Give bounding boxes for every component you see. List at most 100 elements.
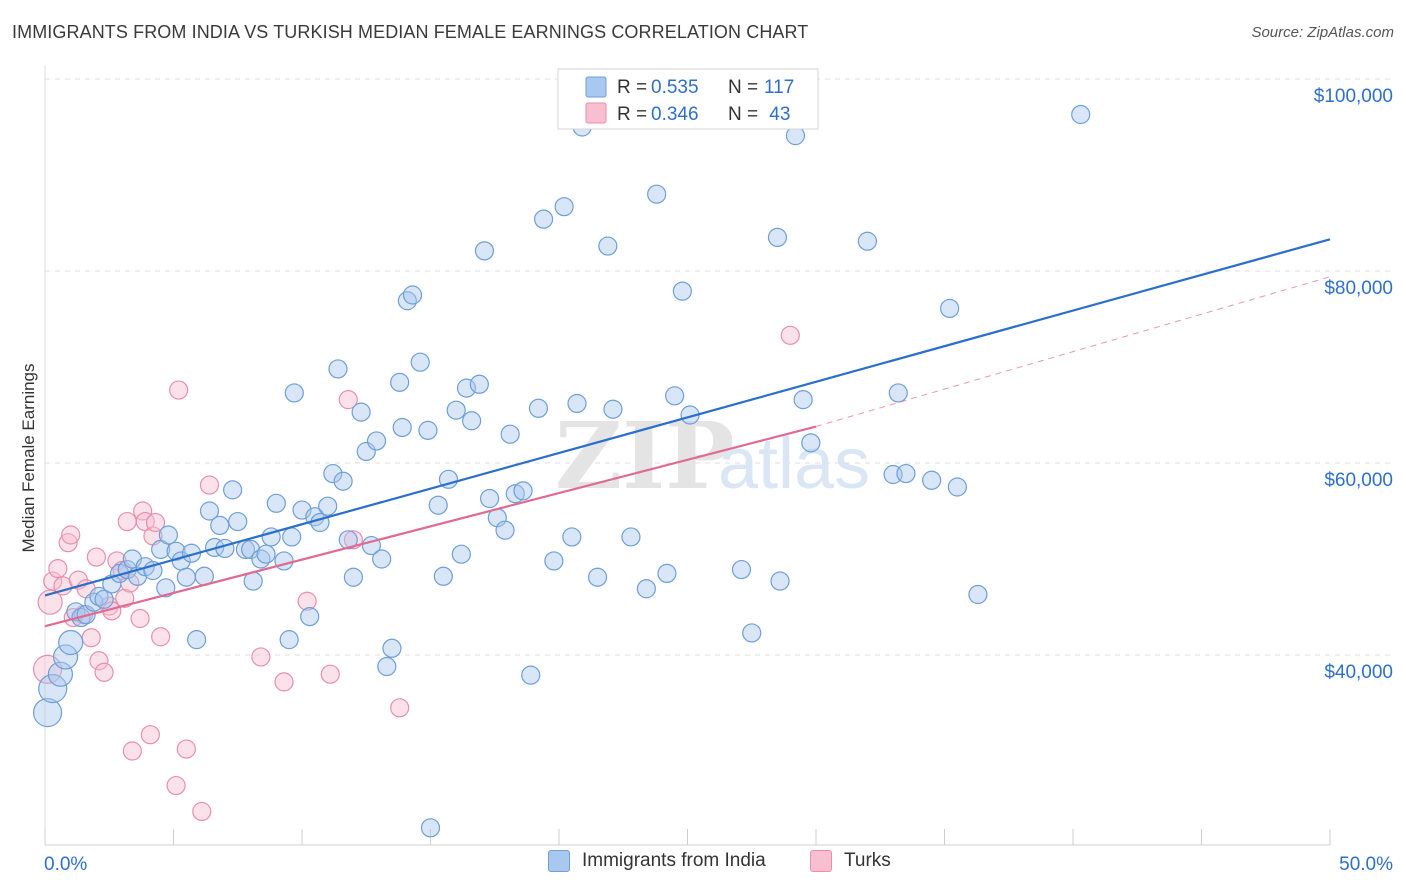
data-point-turks [48, 558, 68, 579]
data-point-india [94, 589, 114, 609]
legend-bottom-label-india: Immigrants from India [582, 850, 766, 871]
data-point-india [328, 359, 348, 379]
data-point-india [428, 495, 448, 515]
x-tick-label: 0.0% [44, 854, 87, 875]
data-point-india [356, 441, 376, 462]
data-point-india [480, 488, 500, 509]
data-point-india [495, 520, 515, 540]
data-point-india [801, 433, 821, 453]
data-point-india [968, 584, 988, 605]
data-point-india [282, 527, 302, 547]
data-point-india [176, 567, 196, 587]
data-point-turks [251, 647, 271, 667]
data-point-india [228, 511, 248, 532]
data-point-turks [122, 741, 142, 761]
data-point-india [513, 481, 533, 501]
data-point-india [366, 431, 387, 451]
data-point-india [390, 372, 410, 392]
data-point-india [377, 656, 397, 677]
chart-title: IMMIGRANTS FROM INDIA VS TURKISH MEDIAN … [12, 22, 809, 42]
watermark: ZIP atlas [555, 402, 870, 510]
data-point-india [199, 501, 220, 521]
data-point-india [58, 629, 84, 656]
legend-n-value-india: 117 [764, 77, 794, 98]
data-point-turks [274, 672, 294, 692]
data-point-india [351, 402, 371, 422]
data-point-india [256, 544, 276, 564]
data-point-india [742, 623, 762, 643]
data-point-india [187, 630, 207, 650]
data-point-india [562, 527, 582, 547]
data-point-india [343, 567, 363, 587]
data-point-turks [145, 512, 166, 533]
data-point-turks [169, 380, 189, 400]
data-point-india [38, 673, 68, 704]
data-point-india [338, 530, 358, 550]
data-point-turks [89, 651, 109, 671]
data-point-turks [86, 547, 107, 567]
y-tick-label: $80,000 [1324, 278, 1393, 299]
data-point-india [888, 383, 908, 403]
data-point-india [474, 241, 495, 261]
data-point-india [241, 539, 261, 560]
data-point-india [528, 398, 549, 418]
data-point-turks [81, 628, 101, 648]
data-point-india [284, 383, 304, 403]
data-point-india [500, 424, 520, 444]
axes [44, 829, 1331, 846]
data-point-india [521, 665, 541, 685]
data-point-india [857, 231, 878, 251]
data-point-india [300, 606, 320, 627]
y-tick-label: $40,000 [1324, 662, 1393, 683]
data-point-turks [780, 325, 800, 345]
data-point-india [505, 484, 525, 504]
data-point-india [1071, 104, 1091, 125]
data-point-india [210, 515, 230, 536]
data-point-india [382, 638, 402, 658]
y-tick-labels: $40,000 $60,000 $80,000 $100,000 [1314, 86, 1393, 683]
legend-bottom-swatch-india [548, 850, 570, 872]
data-point-india [469, 374, 489, 394]
data-point-india [372, 549, 392, 569]
data-point-india [397, 291, 417, 311]
data-point-india [266, 493, 286, 513]
x-tick-label: 50.0% [1339, 854, 1393, 875]
legend-bottom-label-turks: Turks [844, 850, 891, 871]
data-point-india [598, 236, 618, 256]
x-tick-labels: 0.0% 50.0% [44, 854, 1393, 875]
legend-r-label-india: R = [617, 77, 647, 98]
data-point-turks [176, 739, 196, 759]
legend-r-label-turks: R = [617, 104, 647, 125]
data-point-india [418, 420, 438, 440]
data-point-india [554, 197, 574, 217]
trend-line-turks-extension [815, 276, 1331, 428]
data-point-india [621, 527, 641, 547]
data-point-turks [166, 775, 186, 796]
data-point-india [420, 818, 441, 838]
legend-n-value-turks: 43 [764, 104, 790, 125]
trend-line-turks [44, 425, 817, 628]
data-point-india [102, 574, 122, 594]
data-point-india [462, 411, 482, 431]
data-point-india [770, 571, 790, 591]
data-point-turks [199, 475, 220, 495]
data-point-india [647, 184, 667, 204]
series-india [32, 104, 1091, 838]
data-point-india [767, 227, 788, 247]
data-point-turks [115, 588, 135, 608]
data-point-india [392, 417, 412, 438]
legend-bottom-swatch-turks [810, 850, 832, 872]
data-point-india [274, 551, 294, 571]
data-point-india [793, 390, 813, 410]
legend-item-turks: Turks [810, 850, 891, 872]
data-point-india [940, 298, 960, 319]
gridlines [44, 66, 1392, 845]
data-point-india [456, 378, 477, 398]
legend-n-label-turks: N = [728, 104, 758, 125]
data-point-india [636, 579, 656, 599]
data-point-turks [192, 801, 212, 822]
legend-swatch-turks [585, 102, 607, 124]
data-point-india [410, 352, 430, 372]
data-point-india [665, 386, 685, 406]
